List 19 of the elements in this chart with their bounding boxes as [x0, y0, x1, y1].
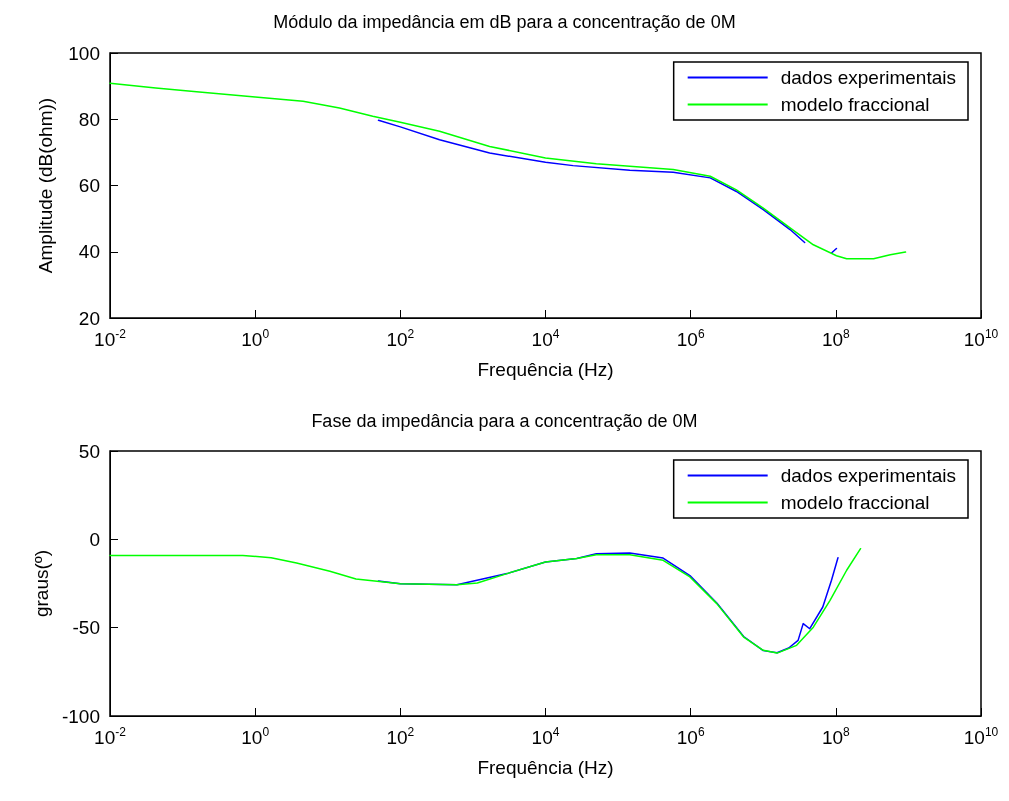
legend-label: modelo fraccional — [780, 492, 930, 513]
y-tick-label: -50 — [72, 617, 100, 639]
y-tick-label: 100 — [68, 42, 100, 64]
legend-label: dados experimentais — [780, 465, 956, 486]
chart-title: Fase da impedância para a concentração de 0M — [311, 411, 698, 431]
y-tick-label: 40 — [78, 241, 100, 263]
y-tick-label: 50 — [78, 440, 100, 462]
legend-label: modelo fraccional — [780, 94, 930, 115]
y-tick-label: 20 — [78, 307, 100, 329]
y-tick-label: 80 — [78, 108, 100, 130]
x-axis-title: Frequência (Hz) — [477, 757, 614, 778]
legend-label: dados experimentais — [780, 67, 956, 88]
chart-title: Módulo da impedância em dB para a concentração de 0M — [273, 12, 736, 32]
y-axis-title: Amplitude (dB(ohm)) — [35, 97, 56, 274]
y-axis-title: graus(º) — [31, 549, 53, 618]
y-tick-label: -100 — [61, 705, 100, 727]
x-axis-title: Frequência (Hz) — [477, 359, 614, 380]
y-tick-label: 0 — [89, 528, 100, 550]
y-tick-label: 60 — [78, 175, 100, 196]
